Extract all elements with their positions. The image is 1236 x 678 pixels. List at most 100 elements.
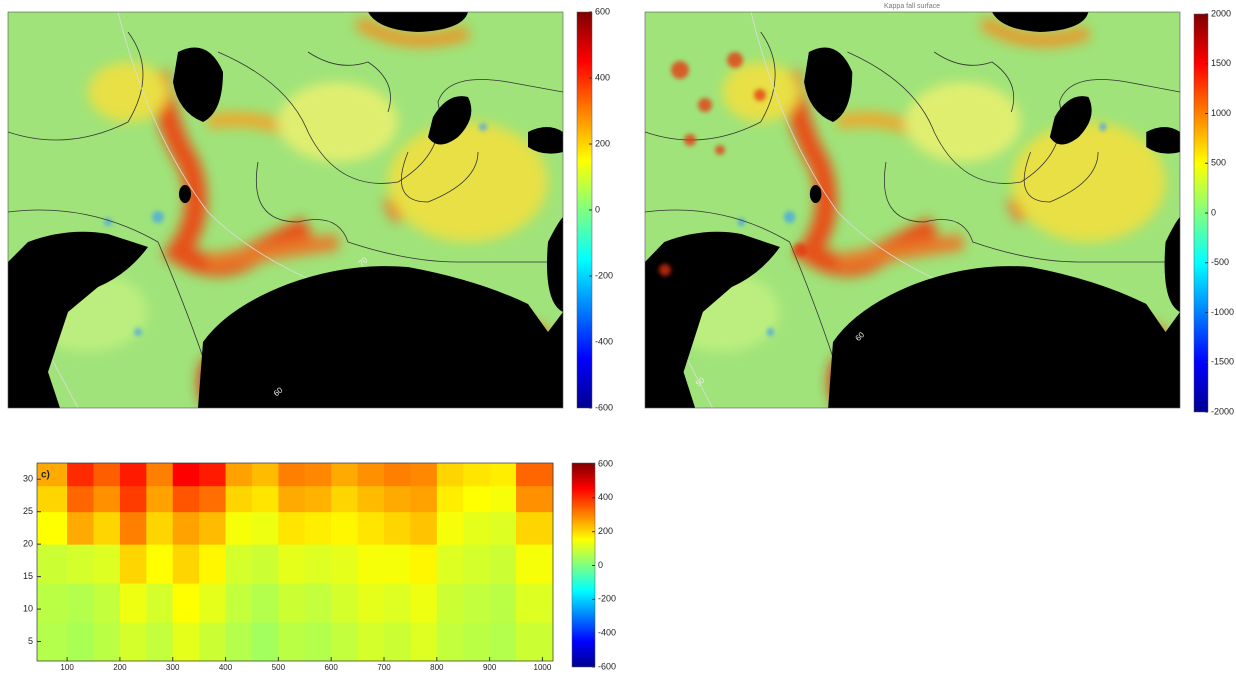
heat-cell [225,583,253,623]
heat-cell [37,463,68,487]
heat-cell [93,463,121,487]
x-tick-label: 100 [60,663,74,672]
heat-cell [119,463,147,487]
heat-cell [463,583,491,623]
colorbar-tick-label: 200 [598,526,613,536]
heat-cell [199,583,227,623]
heat-cell [304,583,332,623]
heat-cell [410,583,438,623]
heat-cell [489,485,517,513]
colorbar-tick-label: -400 [598,628,616,638]
heat-cell [119,485,147,513]
heat-cell [489,544,517,584]
heat-cell [37,485,68,513]
heat-cell [489,583,517,623]
heat-cell [251,583,279,623]
heat-cell [516,511,554,545]
heat-cell [146,544,174,584]
map-title: Kappa fall surface [884,3,940,10]
heat-cell [436,485,464,513]
colorbar-tick-label: -400 [595,336,613,346]
colorbar-tick-label: 0 [1211,207,1216,217]
heat-cell [93,583,121,623]
heat-cell [516,485,554,513]
x-tick-label: 1000 [534,663,552,672]
heat-cell [37,544,68,584]
heat-cell [172,544,200,584]
heat-cell [172,622,200,662]
plot-frame [36,462,554,662]
heat-cell [146,485,174,513]
heat-cell [331,622,359,662]
heat-cell [516,463,554,487]
heat-cell [383,511,411,545]
heat-cell [516,622,554,662]
heat-cell [489,463,517,487]
heat-cell [278,583,306,623]
colorbar-tick-label: -200 [598,594,616,604]
heat-cell [357,463,385,487]
heat-cell [331,544,359,584]
colorbar-tick-label: 0 [598,560,603,570]
x-tick-label: 900 [483,663,497,672]
heat-cell [357,544,385,584]
heat-cell [67,583,95,623]
heat-cell [251,485,279,513]
heat-cell [304,463,332,487]
colorbar-tick-label: 500 [1211,158,1226,168]
heat-cell [410,463,438,487]
heat-cell [463,485,491,513]
heat-cell [278,622,306,662]
y-tick-label: 10 [23,603,33,613]
x-tick-label: 300 [166,663,180,672]
panel-label: c) [41,470,50,481]
heatmap-panel [571,462,596,668]
y-tick-label: 15 [23,571,33,581]
colorbar-tick-label: 0 [595,204,600,214]
heat-cell [172,463,200,487]
heat-cell [199,485,227,513]
heat-cell [304,511,332,545]
heat-cell [93,622,121,662]
x-tick-label: 500 [272,663,286,672]
colorbar-tick-label: -600 [598,661,616,671]
heat-cell [225,511,253,545]
heat-cell [463,622,491,662]
heat-cell [463,463,491,487]
heat-cell [278,544,306,584]
heat-cell [436,544,464,584]
heat-cell [172,485,200,513]
colorbar-tick-label: 200 [595,138,610,148]
colorbar-tick-label: -200 [595,270,613,280]
heat-cell [489,511,517,545]
x-tick-label: 200 [113,663,127,672]
heat-cell [436,583,464,623]
heat-cell [357,511,385,545]
heat-cell [67,511,95,545]
colorbar [571,462,596,668]
heat-cell [225,485,253,513]
heat-cell [463,544,491,584]
heat-cell [251,622,279,662]
heat-cell [172,583,200,623]
x-tick-label: 400 [219,663,233,672]
heat-cell [93,485,121,513]
colorbar-tick-label: 600 [598,458,613,468]
colorbar-tick-label: 400 [595,72,610,82]
heat-cell [172,511,200,545]
heat-cell [383,485,411,513]
heat-cell [146,622,174,662]
y-tick-label: 20 [23,539,33,549]
heat-cell [410,622,438,662]
heat-cell [383,463,411,487]
colorbar-tick-label: -500 [1211,257,1229,267]
heat-cell [304,485,332,513]
map-panel-b: Kappa fall surface [645,3,1209,412]
heat-cell [410,511,438,545]
heat-cell [436,622,464,662]
heat-cell [225,544,253,584]
colorbar-tick-label: -1000 [1211,307,1234,317]
heat-cell [516,583,554,623]
heat-cell [67,622,95,662]
heat-cell [93,544,121,584]
